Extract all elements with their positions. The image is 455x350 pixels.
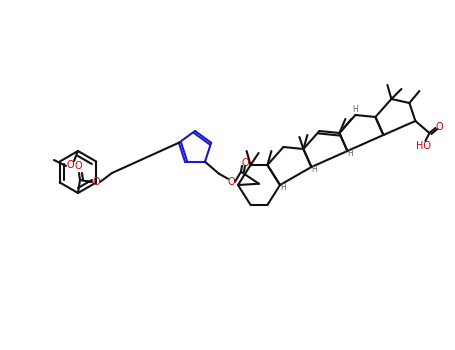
- Text: O: O: [92, 177, 100, 187]
- Text: O: O: [241, 158, 249, 168]
- Text: H: H: [353, 105, 358, 114]
- Text: H: H: [280, 182, 286, 191]
- Text: H: H: [348, 148, 353, 158]
- Text: O: O: [66, 160, 74, 170]
- Text: H: H: [312, 164, 317, 174]
- Text: O: O: [227, 177, 235, 187]
- Text: O: O: [435, 122, 443, 132]
- Text: HO: HO: [416, 141, 431, 151]
- Text: O: O: [74, 161, 82, 171]
